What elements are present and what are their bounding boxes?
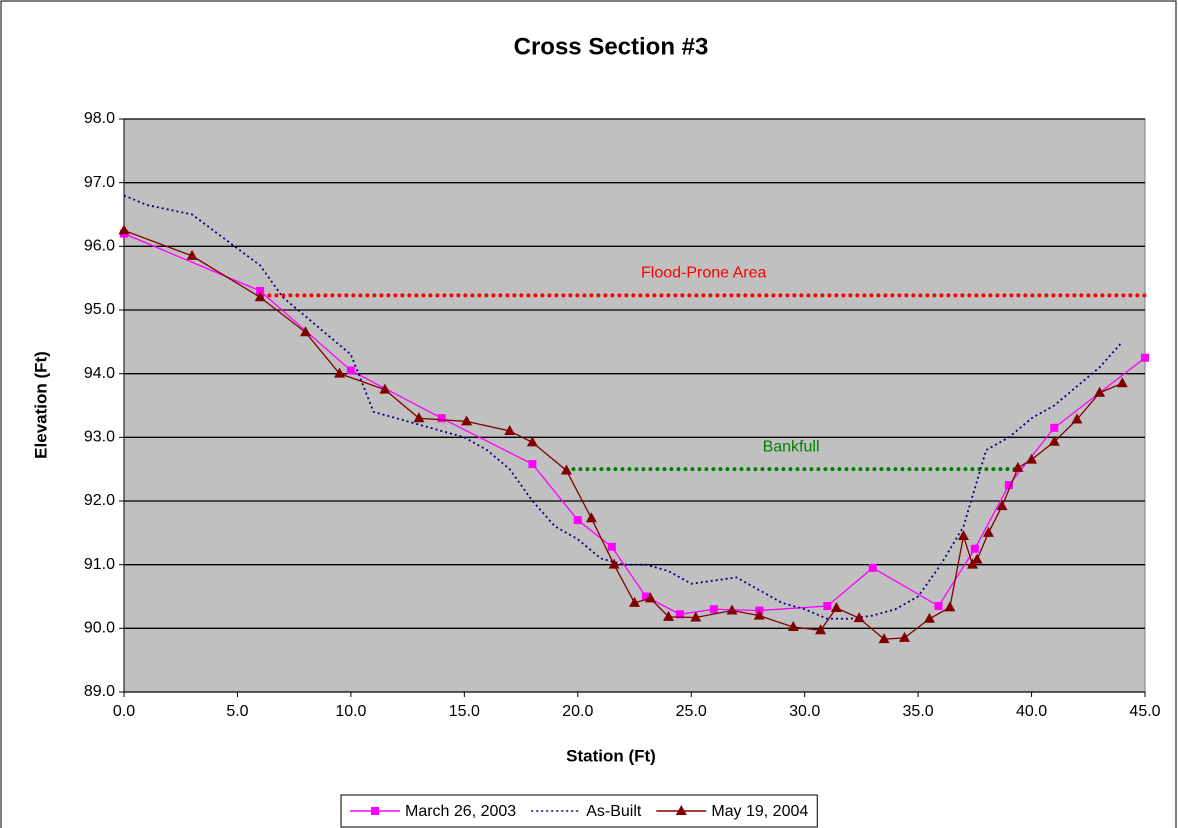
marker — [528, 460, 537, 469]
y-axis-label: Elevation (Ft) — [31, 351, 50, 459]
marker — [641, 592, 650, 601]
marker — [709, 605, 718, 614]
marker — [254, 291, 266, 302]
marker — [970, 544, 979, 553]
marker — [256, 286, 265, 295]
marker — [1012, 461, 1024, 472]
marker — [1071, 413, 1083, 424]
marker — [971, 553, 983, 564]
legend-box — [340, 794, 818, 828]
marker — [853, 612, 865, 623]
marker — [504, 424, 516, 435]
marker — [753, 609, 765, 620]
marker — [300, 326, 312, 337]
x-tick-label: 5.0 — [226, 703, 248, 720]
marker — [726, 604, 738, 615]
legend: March 26, 2003 As-Built May 19, 2004 — [340, 794, 818, 828]
marker — [675, 610, 684, 619]
marker — [787, 621, 799, 632]
marker — [1116, 377, 1128, 388]
x-tick-label: 35.0 — [903, 703, 934, 720]
marker — [934, 602, 943, 611]
marker — [967, 558, 979, 569]
marker — [823, 602, 832, 611]
y-tick-label: 92.0 — [84, 492, 115, 509]
marker — [379, 383, 391, 394]
marker — [585, 512, 597, 523]
marker — [573, 516, 582, 525]
marker — [1026, 453, 1038, 464]
marker — [526, 436, 538, 447]
marker — [560, 464, 572, 475]
marker — [898, 631, 910, 642]
marker — [957, 530, 969, 541]
marker — [608, 558, 620, 569]
marker — [830, 601, 842, 612]
marker — [1141, 353, 1149, 362]
x-tick-label: 40.0 — [1016, 703, 1047, 720]
x-tick-label: 10.0 — [335, 703, 366, 720]
marker — [461, 415, 473, 426]
y-tick-label: 91.0 — [84, 556, 115, 573]
marker — [118, 224, 130, 235]
marker — [944, 601, 956, 612]
legend-label: As-Built — [586, 803, 642, 820]
x-tick-label: 15.0 — [449, 703, 480, 720]
marker — [437, 414, 446, 423]
y-tick-label: 97.0 — [84, 174, 115, 191]
y-tick-label: 93.0 — [84, 429, 115, 446]
plot-area — [123, 118, 1146, 693]
y-tick-label: 94.0 — [84, 365, 115, 382]
marker — [996, 500, 1008, 511]
marker — [982, 526, 994, 537]
marker — [878, 633, 890, 644]
y-tick-label: 95.0 — [84, 301, 115, 318]
x-tick-label: 0.0 — [113, 703, 135, 720]
marker — [1004, 481, 1013, 490]
marker — [690, 611, 702, 622]
marker — [675, 805, 687, 815]
legend-label: March 26, 2003 — [405, 803, 516, 820]
marker — [346, 366, 355, 375]
marker — [413, 412, 425, 423]
marker — [868, 563, 877, 572]
marker — [663, 610, 675, 621]
marker — [923, 612, 935, 623]
x-tick-label: 25.0 — [676, 703, 707, 720]
marker — [334, 367, 346, 378]
y-tick-label: 96.0 — [84, 238, 115, 255]
reference-label: Flood-Prone Area — [641, 265, 767, 282]
marker — [607, 542, 616, 551]
y-tick-label: 98.0 — [84, 110, 115, 127]
y-tick-label: 90.0 — [84, 620, 115, 637]
marker — [186, 249, 198, 260]
marker — [1094, 386, 1106, 397]
marker — [644, 592, 656, 603]
marker — [371, 807, 379, 815]
marker — [1050, 423, 1059, 432]
series-line — [123, 229, 1123, 640]
x-tick-label: 45.0 — [1129, 703, 1160, 720]
x-tick-label: 20.0 — [562, 703, 593, 720]
reference-label: Bankfull — [763, 438, 820, 455]
series-line — [123, 194, 1123, 620]
marker — [1048, 435, 1060, 446]
y-tick-label: 89.0 — [84, 683, 115, 700]
legend-label: May 19, 2004 — [711, 803, 808, 820]
marker — [815, 624, 827, 635]
chart-title: Cross Section #3 — [514, 33, 709, 60]
x-tick-label: 30.0 — [789, 703, 820, 720]
series-line — [123, 233, 1146, 616]
x-axis-label: Station (Ft) — [566, 746, 656, 765]
marker — [629, 596, 640, 607]
